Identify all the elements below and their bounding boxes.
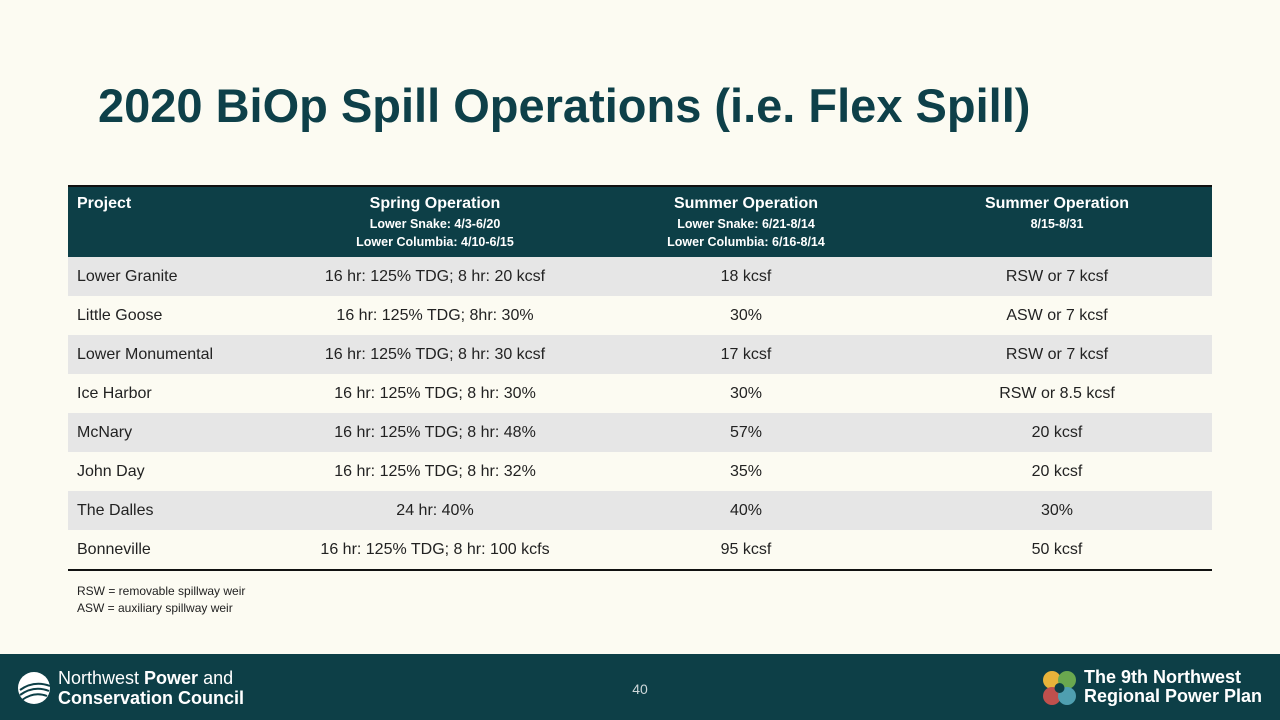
header-subline: Lower Snake: 4/3-6/20 xyxy=(369,217,501,231)
table-cell: 40% xyxy=(729,501,763,519)
table-cell: Little Goose xyxy=(77,306,163,324)
table-cell: 16 hr: 125% TDG; 8 hr: 30 kcsf xyxy=(324,345,546,363)
table-cell: 57% xyxy=(729,423,763,441)
table-row: Lower Monumental 16 hr: 125% TDG; 8 hr: 3… xyxy=(68,335,1212,374)
slide-title: 2020 BiOp Spill Operations (i.e. Flex Sp… xyxy=(98,79,1031,132)
table-row: John Day 16 hr: 125% TDG; 8 hr: 32% 35% 20 … xyxy=(68,452,1212,491)
table-cell: 30% xyxy=(729,384,763,402)
header-cell: Summer Operation Lower Snake: 6/21-8/14 Lo… xyxy=(590,187,902,257)
table-cell: ASW or 7 kcsf xyxy=(1006,306,1108,324)
table-cell: 16 hr: 125% TDG; 8 hr: 20 kcsf xyxy=(324,267,546,285)
header-title: Spring Operation xyxy=(369,195,501,212)
plan-logo xyxy=(1043,671,1076,705)
org-name: Northwest Power and Conservation Council xyxy=(58,668,244,708)
table-cell: 18 kcsf xyxy=(720,267,772,285)
header-row: Project Spring Operation Lower Snake: 4/3-… xyxy=(68,185,1212,257)
table-cell: 20 kcsf xyxy=(1031,423,1083,441)
table-row: McNary 16 hr: 125% TDG; 8 hr: 48% 57% 20 kc… xyxy=(68,413,1212,452)
header-cell: Summer Operation 8/15-8/31 xyxy=(902,187,1212,257)
table-cell: Bonneville xyxy=(77,540,151,558)
note: RSW = removable spillway weir xyxy=(77,584,246,598)
table-cell: 16 hr: 125% TDG; 8 hr: 32% xyxy=(334,462,536,480)
header-subline: Lower Columbia: 4/10-6/15 xyxy=(356,235,514,249)
header-subline: Lower Columbia: 6/16-8/14 xyxy=(667,235,825,249)
header-cell: Project xyxy=(68,187,280,257)
table-cell: Lower Granite xyxy=(77,267,178,285)
header-title: Summer Operation xyxy=(984,195,1130,212)
table-cell: 30% xyxy=(729,306,763,324)
table-row: Little Goose 16 hr: 125% TDG; 8hr: 30% 30%… xyxy=(68,296,1212,335)
header-subline: 8/15-8/31 xyxy=(1030,217,1084,231)
table-cell: McNary xyxy=(77,423,133,441)
table-cell: The Dalles xyxy=(77,501,154,519)
org-word: and xyxy=(203,668,234,688)
note: ASW = auxiliary spillway weir xyxy=(77,601,233,615)
header-title: Summer Operation xyxy=(673,195,819,212)
org-word: Power xyxy=(144,668,199,688)
org-logo xyxy=(18,672,51,704)
notes: RSW = removable spillway weir ASW = auxil… xyxy=(77,583,245,617)
table-cell: Lower Monumental xyxy=(77,345,214,363)
table-cell: 16 hr: 125% TDG; 8 hr: 100 kcfs xyxy=(320,540,550,558)
table-cell: RSW or 8.5 kcsf xyxy=(999,384,1115,402)
table-cell: 16 hr: 125% TDG; 8 hr: 30% xyxy=(334,384,536,402)
org-word: Conservation Council xyxy=(58,688,245,708)
header-subline: Lower Snake: 6/21-8/14 xyxy=(677,217,815,231)
table-cell: John Day xyxy=(77,462,145,480)
table-cell: Ice Harbor xyxy=(77,384,152,402)
table-row: Lower Granite 16 hr: 125% TDG; 8 hr: 20 k… xyxy=(68,257,1212,296)
table-row: The Dalles 24 hr: 40% 40% 30% xyxy=(68,491,1212,530)
plan-line: Regional Power Plan xyxy=(1084,686,1263,706)
table-row: Bonneville 16 hr: 125% TDG; 8 hr: 100 kcf… xyxy=(68,530,1212,571)
table-cell: 35% xyxy=(729,462,763,480)
footer: Northwest Power and Conservation Council… xyxy=(0,654,1280,720)
table-cell: 95 kcsf xyxy=(720,540,772,558)
org-word: Northwest xyxy=(58,668,140,688)
table-cell: 30% xyxy=(1040,501,1074,519)
table-cell: 17 kcsf xyxy=(720,345,772,363)
header-title: Project xyxy=(77,195,132,212)
table-row: Ice Harbor 16 hr: 125% TDG; 8 hr: 30% 30% R… xyxy=(68,374,1212,413)
table-cell: 16 hr: 125% TDG; 8hr: 30% xyxy=(336,306,534,324)
table-cell: RSW or 7 kcsf xyxy=(1005,267,1109,285)
header-cell: Spring Operation Lower Snake: 4/3-6/20 Low… xyxy=(280,187,590,257)
table: Project Spring Operation Lower Snake: 4/3-… xyxy=(68,185,1212,571)
table-cell: RSW or 7 kcsf xyxy=(1005,345,1109,363)
page-number: 40 xyxy=(632,681,648,697)
table-cell: 50 kcsf xyxy=(1031,540,1083,558)
table-cell: 24 hr: 40% xyxy=(396,501,474,519)
plan-line: The 9th Northwest xyxy=(1084,667,1242,687)
plan-name: The 9th Northwest Regional Power Plan xyxy=(1084,668,1262,706)
table-cell: 16 hr: 125% TDG; 8 hr: 48% xyxy=(334,423,536,441)
table-cell: 20 kcsf xyxy=(1031,462,1083,480)
